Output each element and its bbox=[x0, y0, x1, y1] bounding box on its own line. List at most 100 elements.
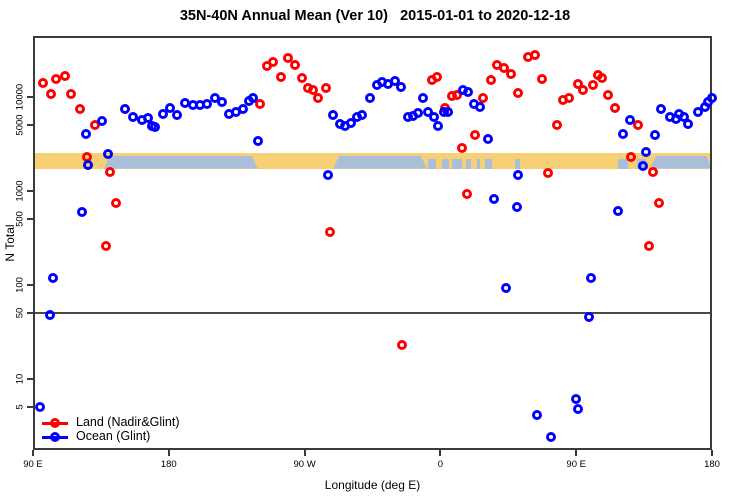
data-point bbox=[477, 92, 488, 103]
ocean-fraction-band-patch bbox=[428, 158, 436, 169]
data-point bbox=[328, 110, 339, 121]
data-point bbox=[577, 85, 588, 96]
data-point bbox=[625, 151, 636, 162]
data-point bbox=[624, 115, 635, 126]
data-point bbox=[613, 205, 624, 216]
data-point bbox=[584, 311, 595, 322]
y-axis-title: N Total bbox=[3, 224, 17, 262]
x-axis-tick bbox=[167, 450, 170, 456]
data-point bbox=[537, 73, 548, 84]
data-point bbox=[283, 53, 293, 64]
y-axis-tick-label: 5000 bbox=[14, 114, 26, 136]
ocean-fraction-band-patch bbox=[466, 158, 472, 169]
data-point bbox=[365, 93, 376, 104]
data-point bbox=[633, 119, 644, 130]
y-axis-tick-label: 100 bbox=[14, 276, 26, 293]
data-point bbox=[172, 110, 183, 121]
data-point bbox=[644, 240, 655, 251]
data-point bbox=[297, 72, 308, 83]
data-point bbox=[587, 79, 598, 90]
data-point bbox=[638, 160, 649, 171]
data-point bbox=[463, 87, 474, 98]
data-point bbox=[545, 431, 556, 442]
data-point bbox=[573, 403, 584, 414]
data-point bbox=[617, 129, 628, 140]
x-axis-tick-label: 90 E bbox=[566, 459, 586, 470]
data-point bbox=[498, 62, 509, 73]
data-point bbox=[46, 88, 57, 99]
data-point bbox=[506, 69, 517, 80]
data-point bbox=[390, 76, 401, 87]
y-axis-tick-label: 50 bbox=[14, 307, 26, 319]
x-axis-tick bbox=[575, 450, 578, 456]
data-point bbox=[442, 107, 453, 118]
data-point bbox=[609, 103, 620, 114]
data-point bbox=[47, 272, 58, 283]
data-point bbox=[276, 72, 287, 83]
data-point bbox=[247, 92, 258, 103]
y-axis-tick bbox=[27, 218, 33, 221]
ocean-fraction-band-patch bbox=[515, 158, 521, 169]
data-point bbox=[412, 108, 423, 119]
data-point bbox=[602, 89, 613, 100]
data-point bbox=[429, 111, 440, 122]
data-point bbox=[482, 133, 493, 144]
data-point bbox=[320, 83, 331, 94]
ocean-fraction-band-patch bbox=[452, 158, 462, 169]
y-axis-tick bbox=[27, 189, 33, 192]
x-axis-tick bbox=[439, 450, 442, 456]
data-point bbox=[289, 60, 300, 71]
data-point bbox=[237, 103, 248, 114]
legend-label: Land (Nadir&Glint) bbox=[76, 415, 180, 429]
x-axis-tick-label: 90 E bbox=[23, 459, 43, 470]
ocean-fraction-band-segment bbox=[650, 156, 712, 169]
plot-border bbox=[33, 36, 712, 450]
data-point bbox=[586, 273, 597, 284]
data-point bbox=[255, 98, 266, 109]
data-point bbox=[648, 167, 659, 178]
data-point bbox=[656, 103, 667, 114]
data-point bbox=[529, 50, 540, 61]
data-point bbox=[96, 116, 107, 127]
data-point bbox=[470, 129, 481, 140]
data-point bbox=[654, 197, 665, 208]
data-point bbox=[571, 393, 582, 404]
legend-symbol-circle bbox=[50, 432, 60, 442]
data-point bbox=[457, 143, 468, 154]
ocean-fraction-band-patch bbox=[484, 158, 492, 169]
data-point bbox=[165, 102, 176, 113]
x-axis-tick bbox=[32, 450, 34, 456]
y-axis-tick bbox=[27, 311, 33, 314]
data-point bbox=[572, 79, 583, 90]
data-point bbox=[649, 129, 660, 140]
data-point bbox=[474, 102, 485, 113]
data-point bbox=[461, 188, 472, 199]
data-point bbox=[44, 310, 55, 321]
y-axis-tick-label: 10 bbox=[14, 373, 26, 384]
data-point bbox=[431, 71, 442, 82]
x-axis-tick-label: 90 W bbox=[293, 459, 316, 470]
y-axis-tick-label: 10000 bbox=[14, 83, 26, 111]
data-point bbox=[513, 88, 524, 98]
data-point bbox=[513, 169, 524, 180]
data-point bbox=[531, 409, 542, 420]
y-axis-tick bbox=[27, 95, 33, 98]
data-point bbox=[543, 167, 554, 178]
y-axis-tick bbox=[27, 124, 33, 127]
data-point bbox=[552, 120, 563, 131]
data-point bbox=[325, 227, 336, 238]
data-point bbox=[103, 148, 114, 159]
data-point bbox=[418, 93, 429, 104]
reference-line-50 bbox=[33, 311, 712, 314]
x-axis-tick bbox=[303, 450, 306, 456]
data-point bbox=[50, 73, 61, 84]
data-point bbox=[693, 107, 704, 118]
data-point bbox=[307, 84, 318, 95]
y-axis-tick-label: 1000 bbox=[14, 180, 26, 202]
data-point bbox=[59, 70, 70, 81]
data-point bbox=[433, 121, 444, 132]
data-point bbox=[485, 74, 496, 85]
data-point bbox=[488, 193, 499, 204]
y-axis-tick-label: 5 bbox=[14, 404, 26, 410]
